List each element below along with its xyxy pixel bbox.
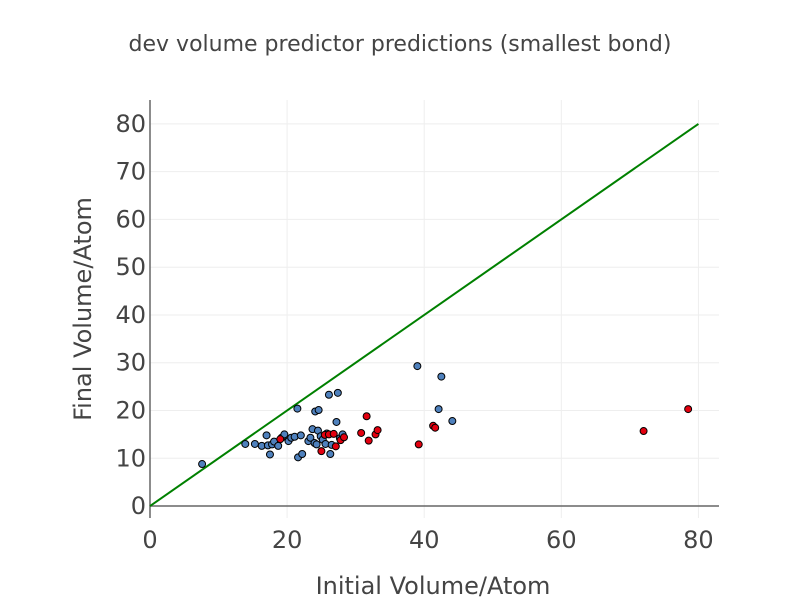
data-point bbox=[241, 439, 250, 448]
data-point bbox=[414, 440, 423, 449]
data-point bbox=[639, 427, 648, 436]
data-point bbox=[333, 388, 342, 397]
data-point bbox=[332, 417, 341, 426]
x-tick-label: 0 bbox=[142, 526, 157, 554]
data-point bbox=[274, 441, 283, 450]
data-point bbox=[331, 442, 340, 451]
data-point bbox=[431, 423, 440, 432]
data-point bbox=[329, 429, 338, 438]
data-point bbox=[262, 431, 271, 440]
reference-line bbox=[149, 123, 700, 507]
data-point bbox=[317, 447, 326, 456]
y-tick-label: 50 bbox=[115, 253, 146, 281]
data-point bbox=[296, 431, 305, 440]
x-axis-title: Initial Volume/Atom bbox=[316, 572, 551, 600]
data-point bbox=[437, 372, 446, 381]
data-point bbox=[306, 433, 315, 442]
data-point bbox=[276, 435, 285, 444]
data-point bbox=[362, 412, 371, 421]
y-tick-label: 10 bbox=[115, 444, 146, 472]
data-point bbox=[357, 428, 366, 437]
x-tick-label: 80 bbox=[683, 526, 714, 554]
y-tick-label: 0 bbox=[131, 492, 146, 520]
x-tick-label: 60 bbox=[546, 526, 577, 554]
y-tick-label: 60 bbox=[115, 205, 146, 233]
y-tick-label: 70 bbox=[115, 158, 146, 186]
data-point bbox=[448, 417, 457, 426]
axes bbox=[149, 100, 719, 518]
y-tick-label: 80 bbox=[115, 110, 146, 138]
tick-labels: 0 20 40 60 80 0 10 20 30 40 50 60 70 80 bbox=[115, 110, 713, 554]
data-point bbox=[434, 405, 443, 414]
gridlines bbox=[150, 100, 719, 518]
data-point bbox=[324, 390, 333, 399]
data-point bbox=[298, 449, 307, 458]
y-tick-label: 20 bbox=[115, 397, 146, 425]
data-point bbox=[265, 450, 274, 459]
data-point bbox=[250, 439, 259, 448]
data-point bbox=[413, 362, 422, 371]
y-tick-label: 40 bbox=[115, 301, 146, 329]
data-point bbox=[364, 436, 373, 445]
data-point bbox=[198, 460, 207, 469]
y-tick-label: 30 bbox=[115, 349, 146, 377]
data-point bbox=[684, 405, 693, 414]
x-tick-label: 20 bbox=[272, 526, 303, 554]
data-point bbox=[326, 449, 335, 458]
reference-line-layer bbox=[149, 123, 700, 507]
data-point bbox=[293, 404, 302, 413]
x-tick-label: 40 bbox=[409, 526, 440, 554]
data-point bbox=[373, 426, 382, 435]
chart-title: dev volume predictor predictions (smalle… bbox=[129, 32, 672, 57]
y-axis-title: Final Volume/Atom bbox=[69, 197, 97, 421]
data-points bbox=[198, 362, 693, 469]
data-point bbox=[314, 406, 323, 415]
data-point bbox=[340, 433, 349, 442]
data-point bbox=[312, 440, 321, 449]
